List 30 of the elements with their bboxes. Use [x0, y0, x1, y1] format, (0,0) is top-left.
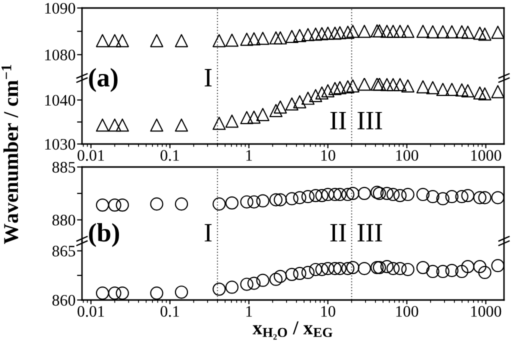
annotation: II — [330, 224, 346, 242]
y-tick-label: 865 — [52, 246, 76, 257]
y-tick-label: 1040 — [45, 94, 76, 106]
y-tick-label: 880 — [52, 214, 76, 226]
x-tick-label: 0.1 — [160, 150, 179, 161]
x-tick-label: 10 — [321, 150, 336, 161]
x-axis-title: x$_{H₂O}$ / x$_{EG}$ — [252, 321, 332, 340]
annotation: III — [358, 112, 382, 130]
annotation: (b) — [89, 223, 119, 248]
x-tick-label: 100 — [396, 150, 418, 161]
x-tick-label: 1000 — [471, 150, 502, 161]
annotation: I — [204, 69, 212, 86]
y-tick-label: 1030 — [45, 138, 76, 150]
y-tick-label: 1080 — [45, 50, 76, 60]
annotation: (a) — [89, 68, 118, 92]
x-tick-label: 10 — [321, 306, 336, 317]
x-tick-label: 1000 — [471, 306, 502, 317]
x-tick-label: 0.01 — [78, 306, 104, 317]
x-tick-label: 1 — [246, 306, 252, 317]
annotation: I — [204, 224, 212, 242]
x-tick-label: 100 — [396, 306, 418, 317]
y-tick-label: 1090 — [45, 2, 76, 14]
x-tick-label: 1 — [246, 150, 252, 161]
annotation: III — [358, 224, 382, 242]
y-tick-label: 860 — [52, 294, 76, 306]
annotation: II — [330, 112, 346, 130]
y-axis-title: Wavenumber / cm$^{−1}$ — [2, 64, 18, 244]
x-tick-label: 0.01 — [78, 150, 104, 161]
y-tick-label: 885 — [52, 162, 76, 173]
x-tick-label: 0.1 — [160, 306, 179, 317]
